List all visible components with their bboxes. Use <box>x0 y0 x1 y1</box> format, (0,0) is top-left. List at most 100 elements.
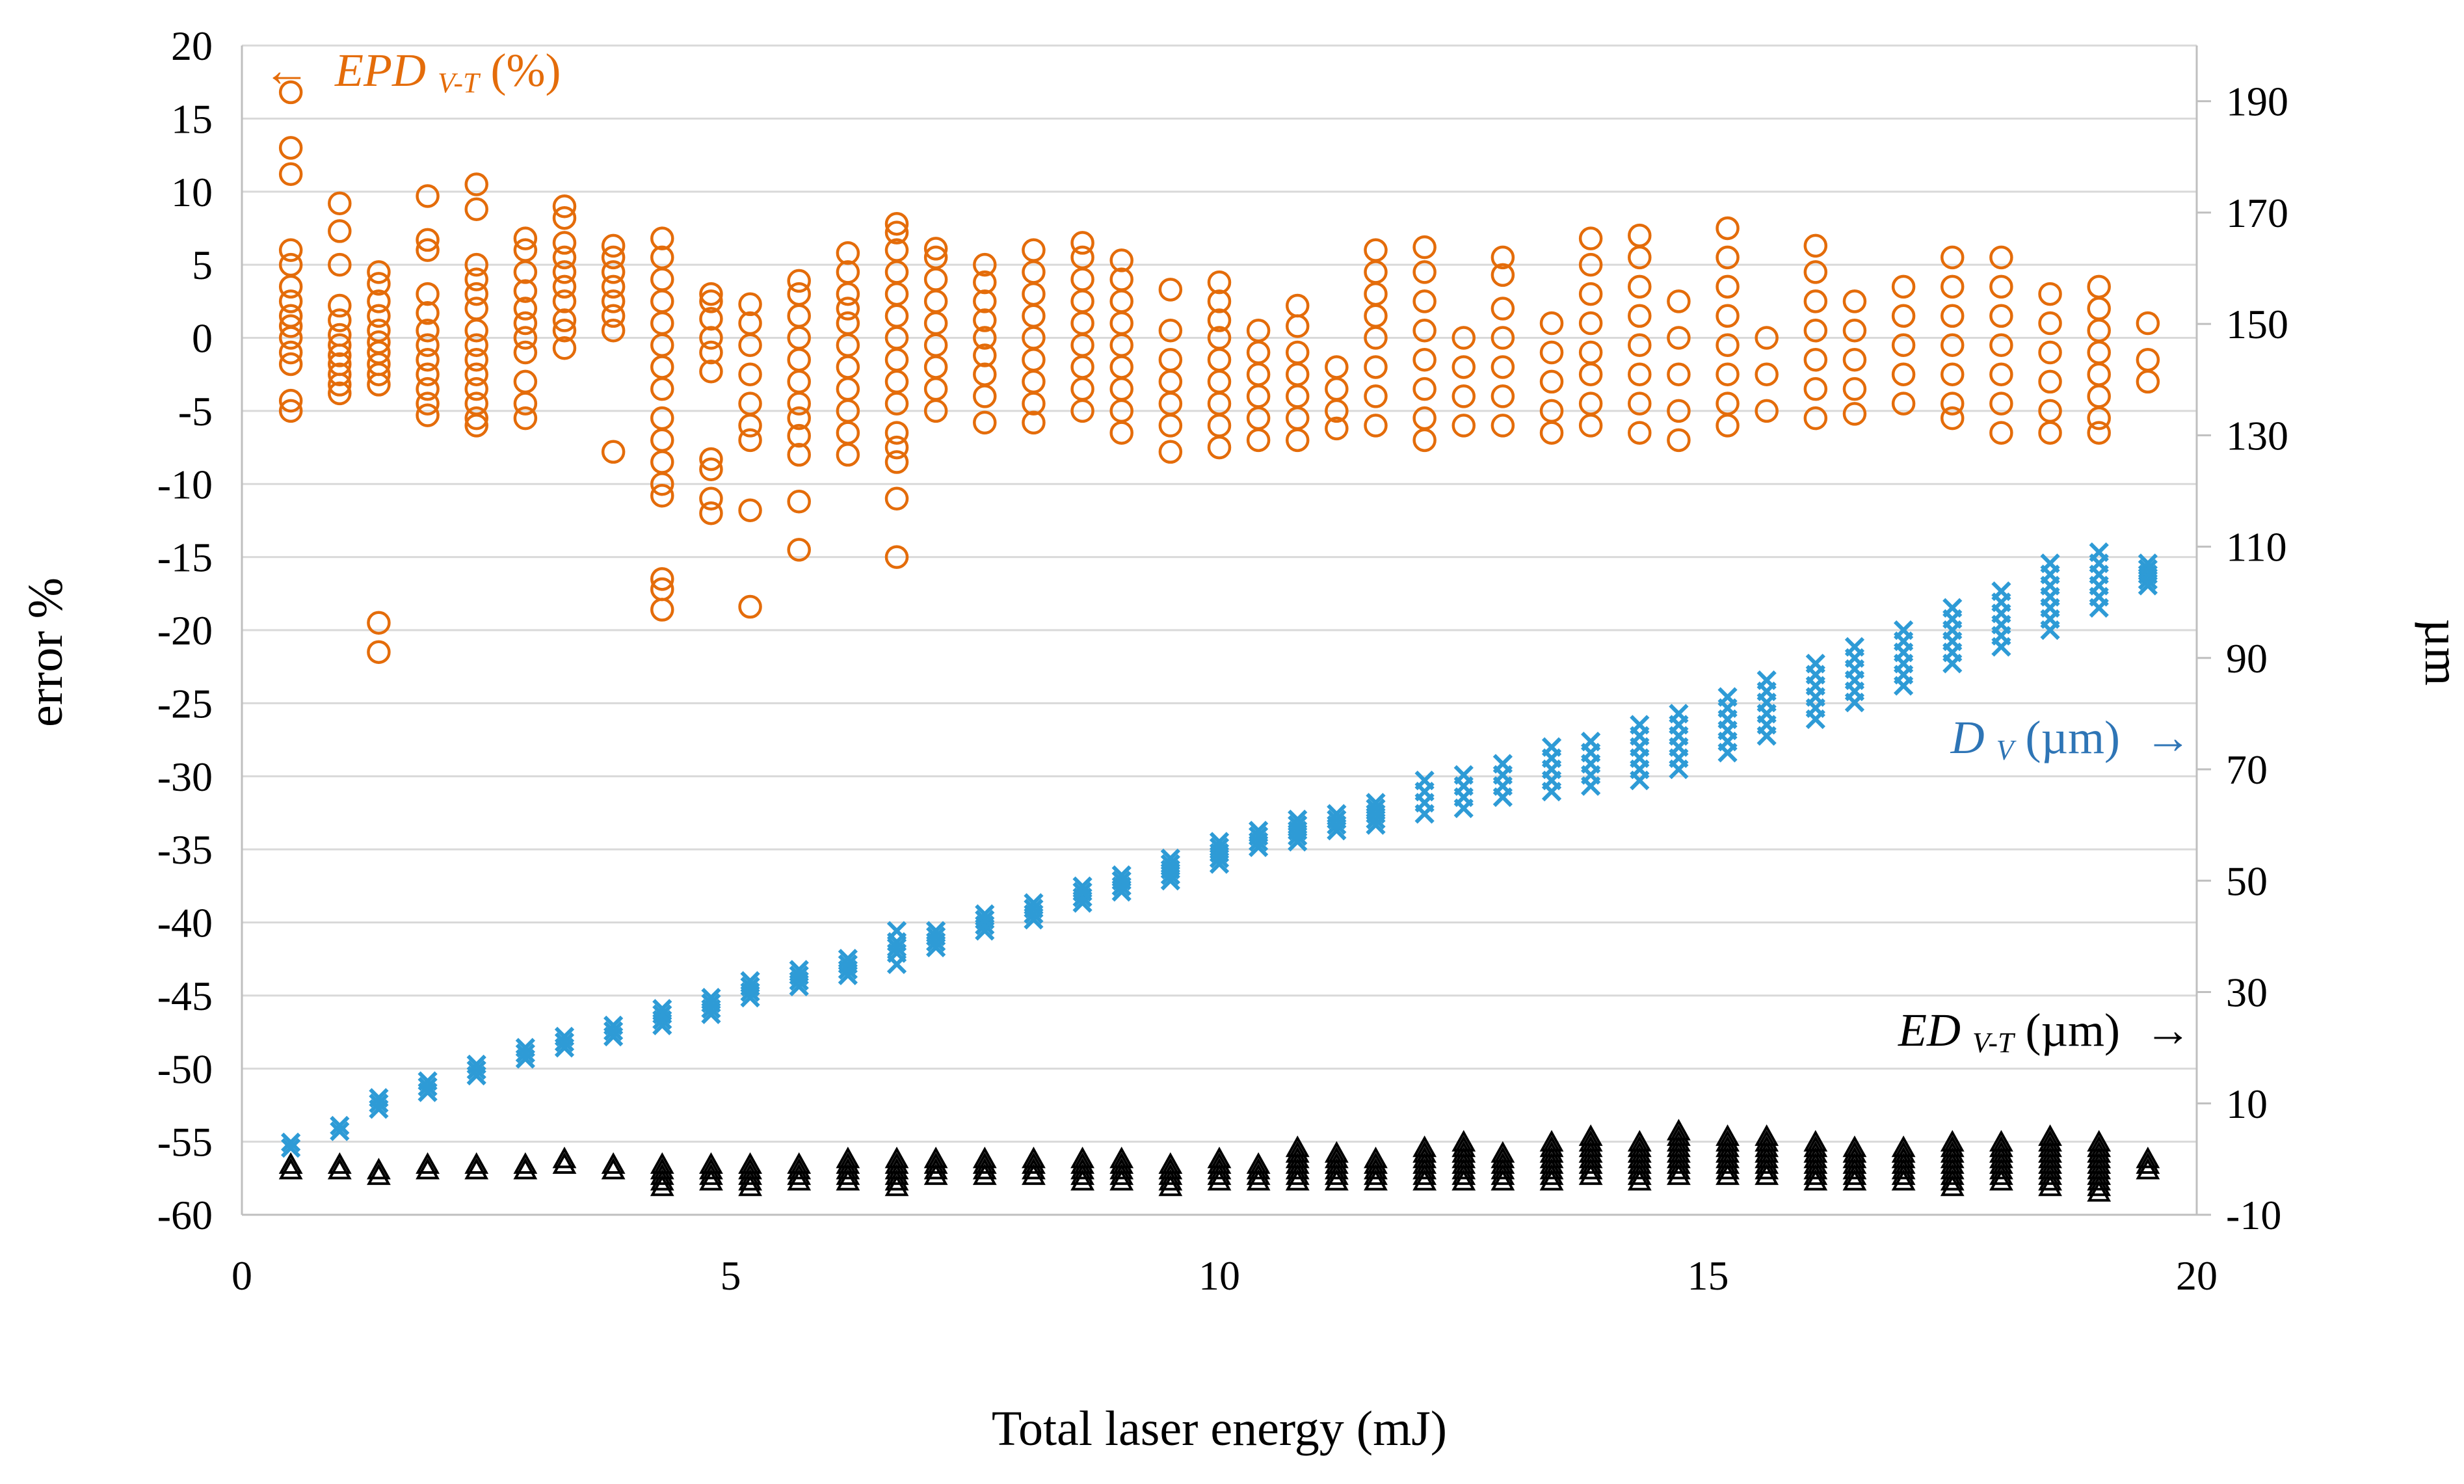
data-point <box>836 1163 860 1186</box>
data-point <box>652 999 672 1019</box>
data-points <box>278 80 2160 1202</box>
data-point <box>789 960 809 980</box>
data-point <box>787 304 811 328</box>
data-point <box>884 211 909 236</box>
data-point <box>464 252 488 277</box>
y-left-tick-label: -35 <box>157 827 213 873</box>
data-point <box>1842 377 1867 401</box>
data-point <box>1414 771 1435 791</box>
data-point <box>1716 414 1740 438</box>
data-point <box>923 377 948 401</box>
data-point <box>416 391 440 416</box>
data-point <box>1667 1152 1691 1174</box>
data-point <box>1803 319 1828 343</box>
data-point <box>1891 1169 1916 1191</box>
data-point <box>554 1032 575 1052</box>
data-point <box>1070 311 1094 336</box>
data-point <box>552 274 577 299</box>
data-point <box>327 1158 352 1180</box>
y-right-tick-label: 150 <box>2226 301 2288 347</box>
data-point <box>738 362 762 386</box>
data-point <box>416 238 440 262</box>
data-point <box>1755 362 1779 386</box>
data-point <box>367 1158 391 1180</box>
data-point <box>278 1158 303 1180</box>
data-point <box>1285 1158 1310 1180</box>
data-point <box>1539 421 1564 445</box>
data-point <box>1803 260 1828 284</box>
data-point <box>1581 732 1601 752</box>
data-point <box>836 443 860 467</box>
y-left-tick-label: -20 <box>157 607 213 654</box>
data-point <box>1989 333 2013 357</box>
data-point <box>1490 326 1515 350</box>
data-point <box>923 355 948 379</box>
data-point <box>1412 1169 1437 1191</box>
data-point <box>738 333 762 357</box>
data-point <box>1628 223 1652 248</box>
data-point <box>278 388 303 413</box>
data-point <box>972 1152 997 1174</box>
data-point <box>2087 1180 2112 1202</box>
data-point <box>973 410 997 435</box>
data-point <box>466 1060 486 1080</box>
data-point <box>884 1174 909 1197</box>
data-point <box>278 1152 303 1174</box>
data-point <box>1755 1158 1779 1180</box>
data-point <box>1490 245 1515 270</box>
data-point <box>601 260 626 284</box>
data-point <box>1490 1158 1515 1180</box>
data-point <box>1109 1163 1134 1186</box>
data-point <box>601 233 626 258</box>
y-right-tick-label: 50 <box>2226 858 2268 904</box>
data-point <box>787 1169 812 1191</box>
data-point <box>1412 235 1437 259</box>
data-point <box>787 443 811 467</box>
y-right-tick-label: 70 <box>2226 747 2268 793</box>
data-point <box>650 226 674 250</box>
data-point <box>836 241 860 265</box>
data-point <box>2138 559 2158 579</box>
data-point <box>1207 308 1232 332</box>
data-point <box>1022 1163 1046 1186</box>
data-point <box>328 308 352 332</box>
data-point <box>1325 355 1349 379</box>
data-point <box>1989 421 2013 445</box>
data-point <box>1893 620 1914 641</box>
data-point <box>740 971 760 991</box>
axes <box>241 46 2211 1216</box>
data-point <box>787 347 811 372</box>
data-point <box>464 333 488 357</box>
data-point <box>789 965 809 985</box>
data-point <box>464 406 488 431</box>
data-point <box>367 373 391 397</box>
data-point <box>330 1121 350 1141</box>
data-point <box>1111 871 1132 891</box>
data-point <box>513 311 538 336</box>
data-point <box>1539 1158 1564 1180</box>
data-point <box>884 391 909 416</box>
y-right-tick-label: 10 <box>2226 1081 2268 1127</box>
data-point <box>1109 1169 1134 1191</box>
data-point <box>738 414 762 438</box>
data-point <box>1756 670 1777 691</box>
data-point <box>1364 304 1388 328</box>
data-point <box>1070 1158 1094 1180</box>
data-point <box>1716 274 1740 299</box>
data-point <box>1324 1163 1349 1186</box>
y-left-tick-label: -5 <box>178 388 213 434</box>
data-point <box>1891 391 1916 416</box>
data-point <box>1717 687 1738 707</box>
data-point <box>1628 362 1652 386</box>
data-point <box>1842 289 1867 313</box>
data-point <box>1716 216 1740 241</box>
data-point <box>1803 1163 1828 1186</box>
data-point <box>1667 399 1691 423</box>
y-right-tick-label: 30 <box>2226 970 2268 1016</box>
data-point <box>1891 1158 1916 1180</box>
y-left-tick-label: 5 <box>192 242 213 288</box>
data-point <box>278 399 303 423</box>
data-point <box>650 450 674 474</box>
data-point <box>552 319 577 343</box>
